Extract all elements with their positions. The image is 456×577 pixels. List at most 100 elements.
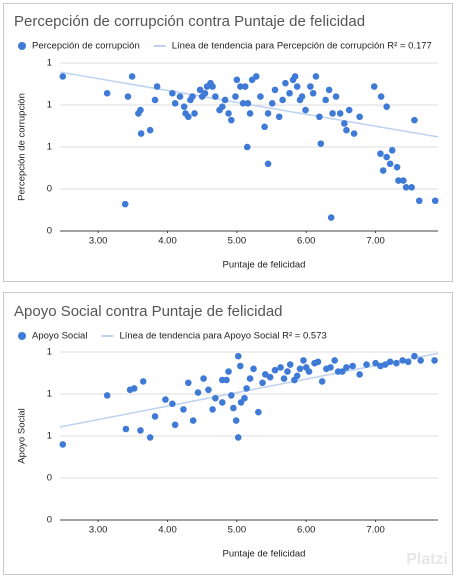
point (411, 116, 418, 124)
point (121, 200, 129, 208)
point (314, 358, 322, 366)
point (180, 406, 187, 413)
point (317, 140, 325, 147)
point (341, 120, 348, 127)
x-tick-label: 7.00 (366, 525, 385, 536)
x-tick-label: 4.00 (158, 236, 177, 247)
x-tick-label: 6.00 (297, 236, 316, 247)
point (268, 100, 276, 107)
point (151, 413, 159, 420)
y-tick-label: 1 (47, 142, 52, 153)
point (377, 93, 385, 100)
x-tick-label: 5.00 (228, 525, 247, 536)
point (128, 73, 136, 80)
point (350, 130, 358, 137)
point (338, 368, 346, 375)
point (218, 376, 226, 384)
y-tick-label: 0 (47, 515, 52, 526)
point (146, 434, 154, 441)
y-tick-label: 0 (47, 473, 52, 484)
point (180, 103, 188, 110)
point (345, 106, 353, 114)
point (201, 89, 209, 97)
y-tick-label: 1 (47, 431, 52, 442)
point (336, 110, 344, 117)
point (237, 362, 244, 370)
point (431, 197, 439, 205)
point (261, 371, 269, 378)
point (408, 184, 415, 191)
point (363, 361, 370, 368)
panel (3, 292, 453, 575)
legend-label: Línea de tendencia para Percepción de co… (172, 41, 432, 52)
point (431, 357, 438, 364)
legend-label: Apoyo Social (32, 331, 87, 342)
y-tick-label: 0 (47, 226, 52, 237)
point (379, 167, 387, 174)
x-tick-label: 5.00 (228, 236, 247, 247)
point (400, 177, 407, 184)
point (300, 357, 307, 364)
point (261, 123, 268, 131)
point (312, 73, 320, 80)
point (322, 96, 329, 104)
y-axis-label: Percepción de corrupción (17, 93, 28, 201)
point (255, 408, 262, 416)
point (415, 197, 423, 205)
point (185, 113, 192, 121)
point (230, 404, 237, 412)
point (332, 93, 340, 100)
point (243, 143, 251, 151)
legend-label: Percepción de corrupción (32, 41, 140, 52)
point (169, 400, 176, 408)
point (370, 83, 378, 90)
point (122, 425, 130, 433)
point (244, 100, 252, 107)
legend-marker (18, 332, 26, 340)
point (243, 385, 250, 392)
point (318, 378, 326, 385)
point (228, 392, 235, 399)
point (386, 160, 394, 168)
point (277, 364, 284, 371)
point (205, 386, 212, 394)
point (349, 362, 356, 370)
point (153, 83, 161, 90)
point (162, 396, 169, 403)
point (146, 126, 154, 134)
x-axis-label: Puntaje de felicidad (223, 549, 306, 560)
point (250, 365, 257, 373)
point (103, 89, 111, 97)
point (309, 89, 317, 97)
point (327, 214, 335, 221)
chart-title: Percepción de corrupción contra Puntaje … (14, 13, 365, 30)
y-tick-label: 1 (47, 58, 52, 69)
panel (3, 3, 453, 282)
point (234, 352, 242, 360)
y-tick-label: 1 (47, 389, 52, 400)
point (388, 147, 396, 154)
point (196, 86, 204, 94)
point (259, 379, 266, 387)
point (234, 434, 242, 441)
y-tick-label: 1 (47, 347, 52, 358)
point (246, 375, 254, 382)
point (194, 389, 202, 396)
point (241, 83, 249, 90)
point (402, 184, 410, 191)
point (171, 421, 179, 429)
point (417, 357, 424, 364)
point (264, 160, 272, 168)
point (233, 76, 241, 84)
point (293, 83, 301, 90)
point (327, 364, 334, 371)
point (169, 89, 176, 97)
point (239, 100, 247, 107)
point (176, 93, 184, 100)
point (286, 361, 294, 368)
point (59, 73, 67, 80)
point (59, 441, 67, 448)
point (225, 368, 232, 375)
point (356, 371, 363, 378)
